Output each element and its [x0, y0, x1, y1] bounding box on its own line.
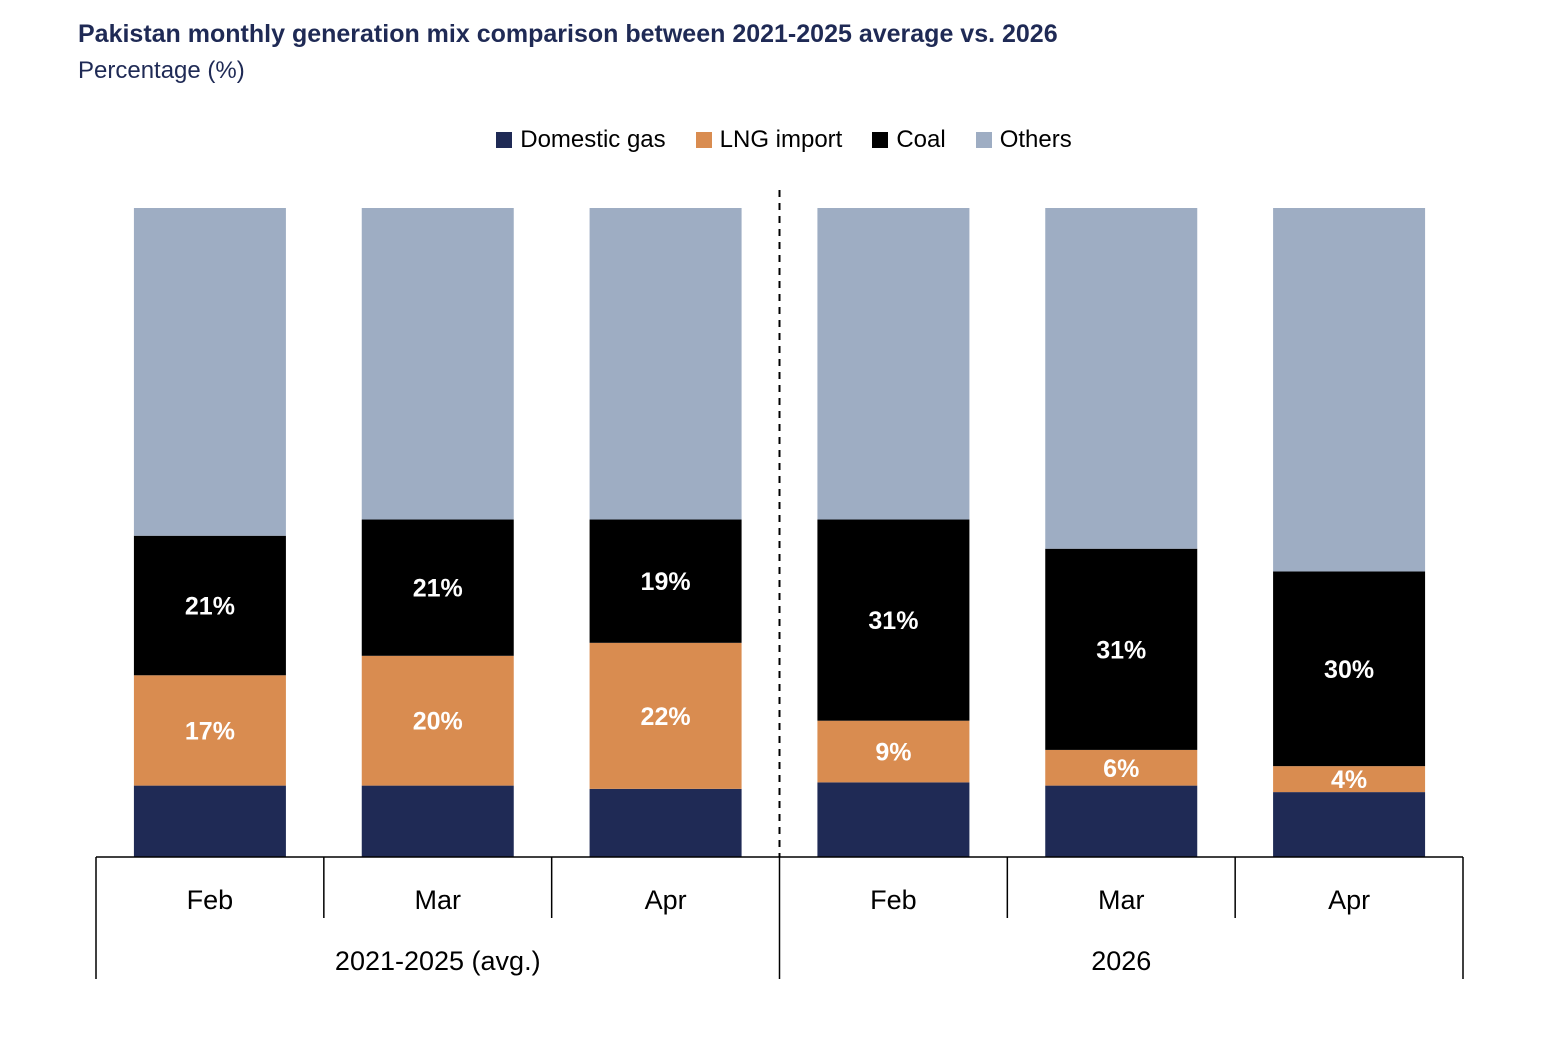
legend-label-coal: Coal [896, 126, 946, 153]
legend-label-others: Others [999, 126, 1072, 153]
bar-others-4 [1045, 208, 1198, 549]
data-label-lng-import-1: 20% [413, 708, 463, 736]
bar-coal-1 [361, 519, 514, 656]
bar-lng-import-1 [361, 655, 514, 786]
x-tick-label-0: Feb [187, 885, 234, 915]
bar-others-1 [361, 208, 514, 520]
bar-coal-0 [133, 535, 286, 676]
bar-domestic-gas-1 [361, 785, 514, 857]
data-label-coal-2: 19% [641, 568, 691, 596]
legend: Domestic gas LNG import Coal Others [0, 126, 1568, 154]
data-label-lng-import-0: 17% [185, 717, 235, 745]
legend-swatch-others [975, 132, 992, 148]
x-tick-label-4: Mar [1098, 885, 1145, 915]
data-label-coal-0: 21% [185, 593, 235, 621]
legend-label-lng-import: LNG import [719, 126, 843, 153]
bar-coal-4 [1045, 548, 1198, 750]
bar-coal-5 [1273, 571, 1426, 767]
bar-coal-3 [817, 519, 970, 721]
group-label-1: 2026 [1091, 946, 1151, 976]
x-tick-label-3: Feb [870, 885, 917, 915]
data-label-lng-import-5: 4% [1331, 766, 1367, 794]
legend-item-lng-import: LNG import [695, 126, 843, 154]
group-label-0: 2021-2025 (avg.) [335, 946, 541, 976]
bar-domestic-gas-2 [589, 788, 742, 857]
x-tick-label-2: Apr [645, 885, 687, 915]
data-label-lng-import-2: 22% [641, 703, 691, 731]
x-tick-label-5: Apr [1328, 885, 1370, 915]
legend-swatch-domestic-gas [496, 132, 513, 148]
bar-domestic-gas-3 [817, 782, 970, 857]
bar-lng-import-4 [1045, 749, 1198, 786]
bar-lng-import-0 [133, 675, 286, 786]
bar-domestic-gas-5 [1273, 792, 1426, 857]
bar-domestic-gas-4 [1045, 785, 1198, 857]
data-label-coal-4: 31% [1096, 636, 1146, 664]
bar-coal-2 [589, 519, 742, 643]
legend-swatch-coal [872, 132, 889, 148]
data-label-coal-1: 21% [413, 575, 463, 603]
legend-item-coal: Coal [872, 126, 946, 154]
bar-lng-import-3 [817, 720, 970, 783]
legend-label-domestic-gas: Domestic gas [520, 126, 666, 153]
legend-item-others: Others [975, 126, 1072, 154]
data-label-coal-3: 31% [868, 607, 918, 635]
x-tick-label-1: Mar [415, 885, 462, 915]
bar-lng-import-5 [1273, 766, 1426, 793]
bar-others-5 [1273, 208, 1426, 572]
data-label-coal-5: 30% [1324, 656, 1374, 684]
legend-swatch-lng-import [695, 132, 712, 148]
bar-others-2 [589, 208, 742, 520]
data-label-lng-import-4: 6% [1103, 755, 1139, 783]
chart-title: Pakistan monthly generation mix comparis… [78, 20, 1058, 48]
bar-domestic-gas-0 [133, 785, 286, 857]
data-label-lng-import-3: 9% [875, 739, 911, 767]
bar-others-3 [817, 208, 970, 520]
chart-subtitle: Percentage (%) [78, 57, 245, 84]
bar-others-0 [133, 208, 286, 536]
legend-item-domestic-gas: Domestic gas [496, 126, 666, 154]
bar-lng-import-2 [589, 642, 742, 789]
